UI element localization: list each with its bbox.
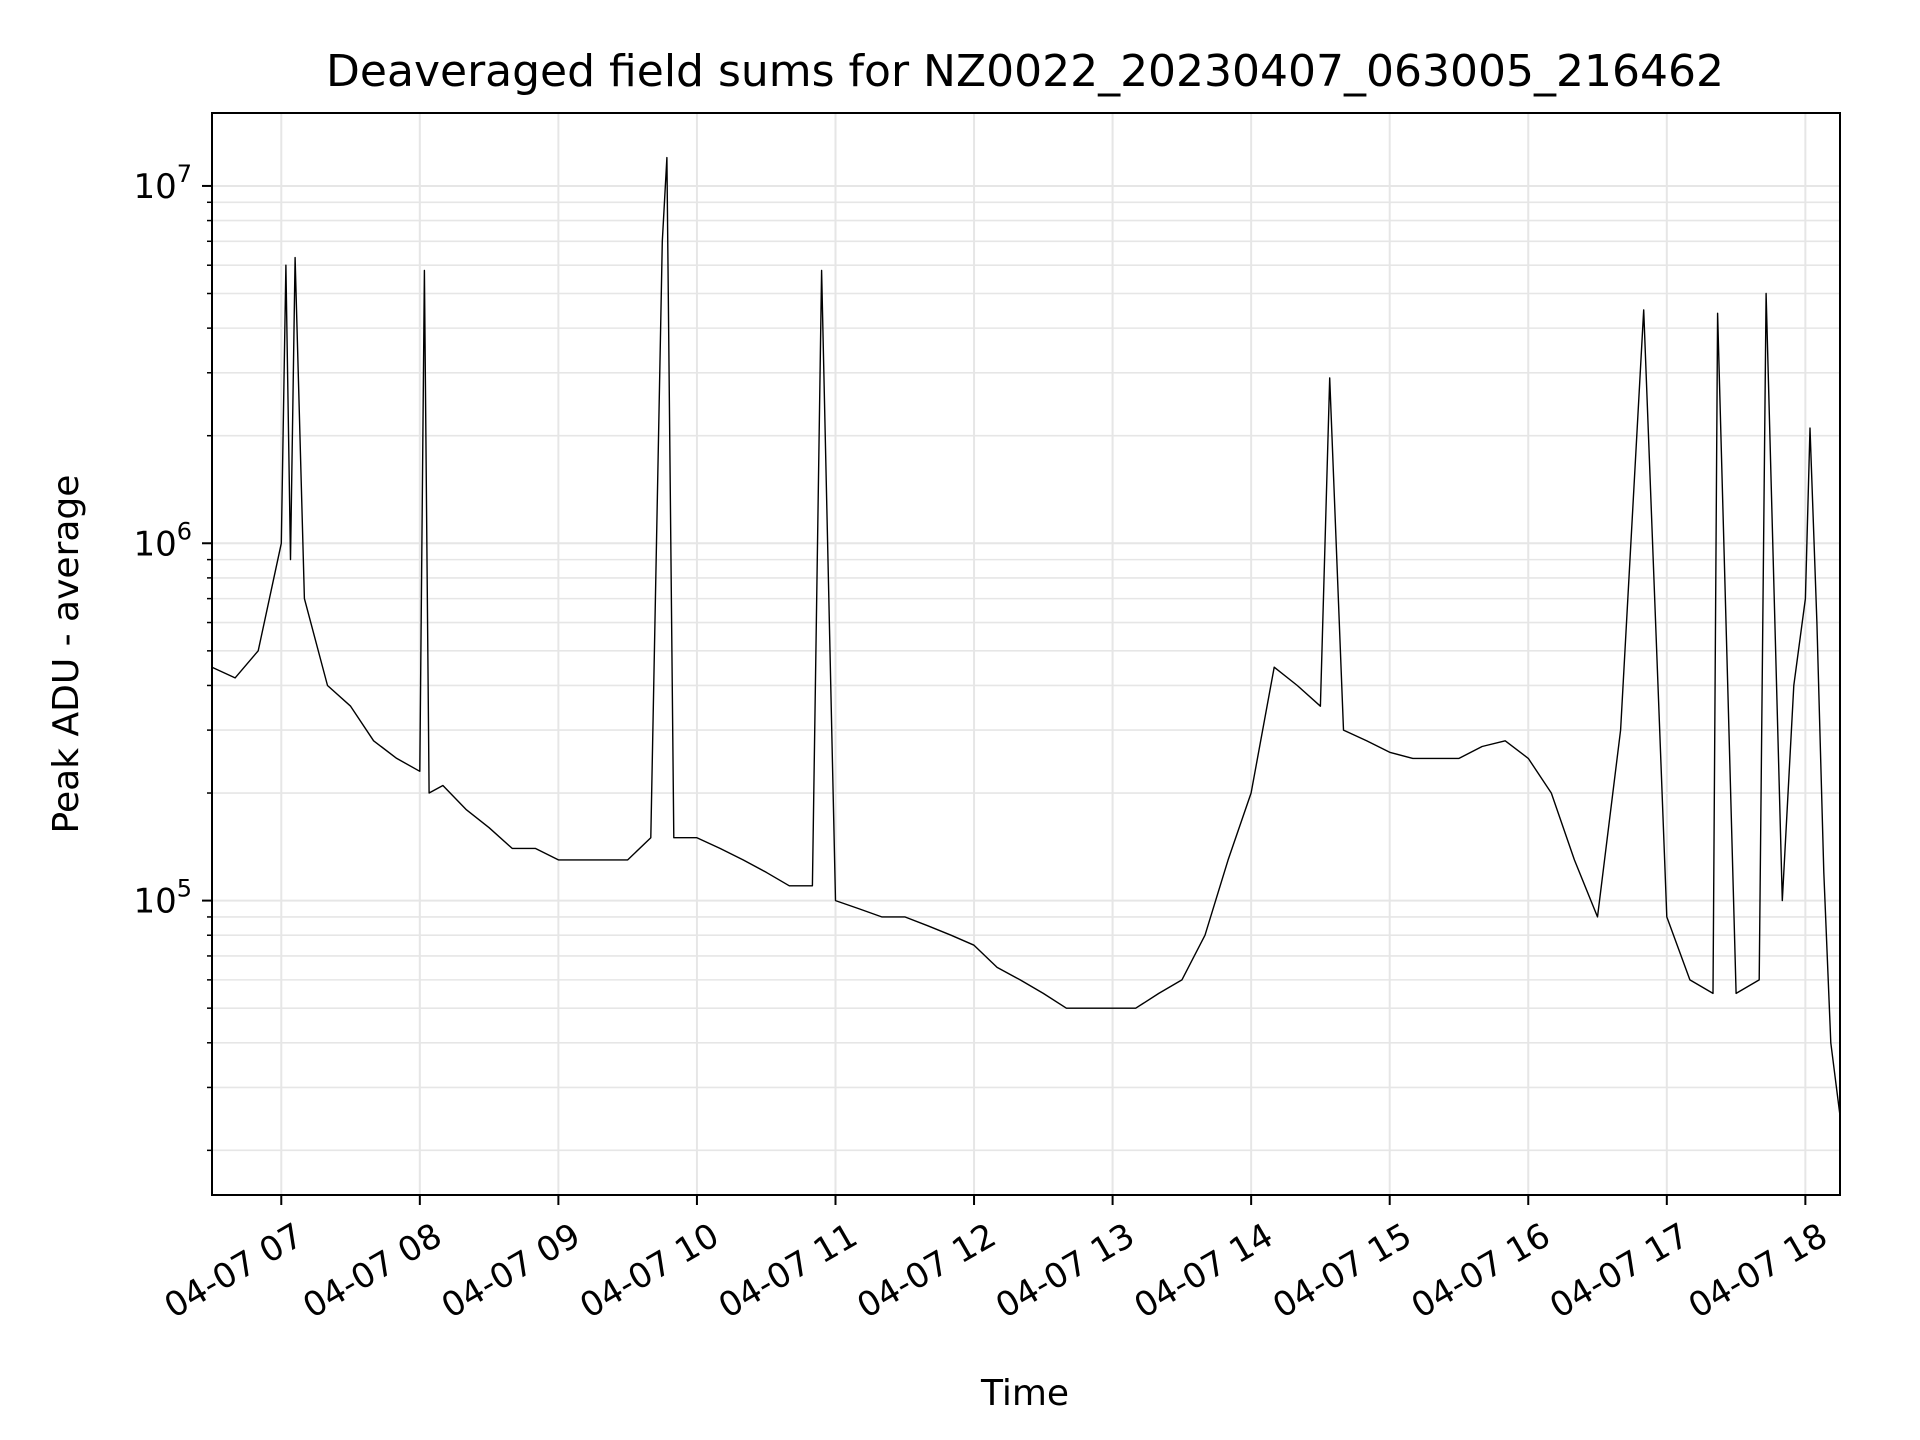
x-axis-label: Time xyxy=(980,1373,1069,1414)
chart-title: Deaveraged field sums for NZ0022_2023040… xyxy=(326,46,1724,97)
plot-frame xyxy=(211,112,1841,1196)
grid xyxy=(212,113,1840,1195)
series-line xyxy=(211,156,1841,1116)
y-axis-label: Peak ADU - average xyxy=(46,475,87,834)
series-group xyxy=(211,156,1841,1116)
y-tick-label: 106 xyxy=(133,517,192,564)
y-tick-label: 107 xyxy=(133,160,192,207)
y-tick-label: 105 xyxy=(133,875,192,922)
